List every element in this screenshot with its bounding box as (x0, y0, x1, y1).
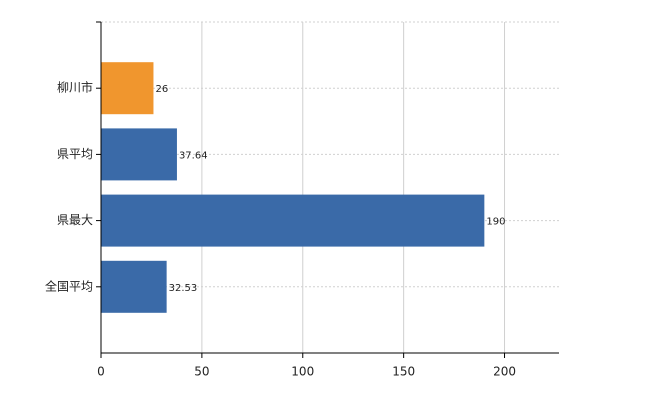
bar (101, 128, 177, 181)
value-label: 32.53 (169, 283, 198, 294)
value-label: 26 (155, 84, 168, 95)
value-label: 37.64 (179, 150, 208, 161)
y-tick-label: 全国平均 (45, 278, 93, 293)
x-tick-label: 150 (392, 365, 415, 379)
y-tick-label: 柳川市 (57, 80, 93, 95)
value-label: 190 (486, 217, 505, 228)
y-tick-label: 県平均 (57, 147, 93, 161)
y-tick-label: 県最大 (57, 213, 93, 227)
bar (101, 260, 167, 313)
x-tick-label: 0 (97, 365, 105, 379)
x-tick-label: 100 (291, 365, 314, 379)
x-tick-label: 50 (194, 365, 209, 379)
bar (101, 62, 154, 115)
x-tick-label: 200 (493, 365, 516, 379)
bar (101, 194, 485, 247)
